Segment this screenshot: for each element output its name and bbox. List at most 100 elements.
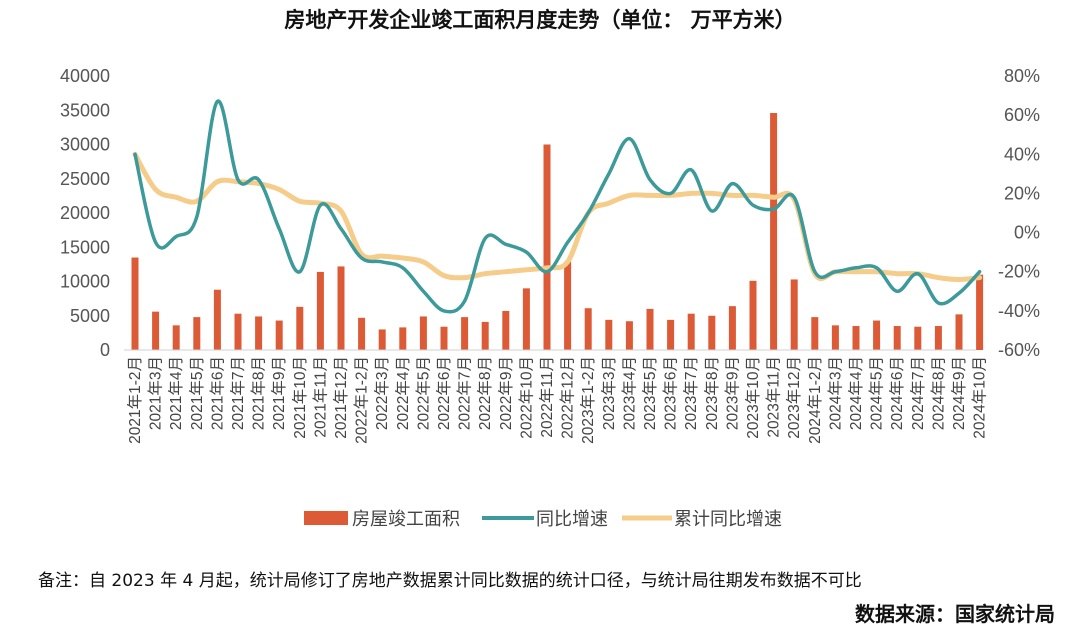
legend-label-area: 房屋竣工面积 <box>352 509 460 530</box>
y-right-tick-label: -40% <box>998 301 1040 321</box>
x-tick-label: 2021年12月 <box>332 356 350 439</box>
bar-completed-area <box>378 329 386 350</box>
x-tick-label: 2024年7月 <box>909 356 927 430</box>
x-tick-label: 2023年10月 <box>744 356 762 439</box>
x-tick-label: 2023年5月 <box>641 356 659 430</box>
y-left-tick-label: 35000 <box>60 100 110 120</box>
y-right-tick-label: -20% <box>998 262 1040 282</box>
bar-completed-area <box>976 274 984 350</box>
x-tick-label: 2024年9月 <box>950 356 968 430</box>
bar-completed-area <box>914 326 922 350</box>
y-left-tick-label: 5000 <box>70 306 110 326</box>
y-right-tick-label: 40% <box>1004 144 1040 164</box>
y-left-tick-label: 15000 <box>60 237 110 257</box>
x-tick-label: 2024年4月 <box>847 356 865 430</box>
bar-completed-area <box>131 257 139 350</box>
y-right-tick-label: 0% <box>1014 223 1040 243</box>
bar-completed-area <box>481 321 489 350</box>
x-tick-label: 2024年1-2月 <box>806 356 824 444</box>
bar-completed-area <box>893 326 901 350</box>
bar-completed-area <box>172 325 180 350</box>
x-tick-label: 2024年5月 <box>868 356 886 430</box>
x-tick-label: 2022年8月 <box>476 356 494 430</box>
bar-completed-area <box>213 289 221 350</box>
bar-completed-area <box>440 326 448 350</box>
bar-completed-area <box>358 317 366 350</box>
bar-completed-area <box>522 288 530 350</box>
bar-completed-area <box>667 319 675 350</box>
bar-completed-area <box>152 311 160 350</box>
bar-completed-area <box>625 321 633 350</box>
x-tick-label: 2022年6月 <box>435 356 453 430</box>
x-tick-label: 2021年3月 <box>147 356 165 430</box>
bar-series <box>131 112 984 351</box>
x-tick-label: 2021年7月 <box>229 356 247 430</box>
bar-completed-area <box>564 261 572 350</box>
bar-completed-area <box>234 313 242 350</box>
x-tick-label: 2024年10月 <box>971 356 989 439</box>
bar-completed-area <box>275 320 283 350</box>
x-tick-label: 2023年12月 <box>785 356 803 439</box>
y-left-tick-label: 0 <box>100 340 110 360</box>
bar-completed-area <box>296 306 304 350</box>
bar-completed-area <box>461 317 469 350</box>
x-tick-label: 2022年12月 <box>559 356 577 439</box>
y-axis-left: 40000 35000 30000 25000 20000 15000 10000 5000 0 <box>60 66 110 360</box>
bar-completed-area <box>399 327 407 350</box>
y-left-tick-label: 40000 <box>60 66 110 86</box>
bar-completed-area <box>419 316 427 350</box>
line-series <box>132 99 983 314</box>
bar-completed-area <box>193 317 201 350</box>
bar-completed-area <box>337 266 345 350</box>
x-tick-label: 2024年6月 <box>888 356 906 430</box>
x-axis: 2021年1-2月 2021年3月 2021年4月 2021年5月 2021年6月 202… <box>124 349 989 444</box>
x-tick-label: 2023年8月 <box>703 356 721 430</box>
bar-completed-area <box>873 320 881 350</box>
x-tick-label: 2021年6月 <box>208 356 226 430</box>
x-tick-label: 2021年5月 <box>188 356 206 430</box>
x-tick-label: 2022年9月 <box>497 356 515 430</box>
legend-label-yoy: 同比增速 <box>536 509 608 530</box>
bar-completed-area <box>831 325 839 350</box>
bar-completed-area <box>646 308 654 350</box>
x-tick-label: 2023年3月 <box>600 356 618 430</box>
y-left-tick-label: 20000 <box>60 203 110 223</box>
bar-completed-area <box>255 316 263 350</box>
bar-completed-area <box>502 310 510 350</box>
y-right-tick-label: 60% <box>1004 105 1040 125</box>
x-tick-label: 2024年8月 <box>929 356 947 430</box>
y-right-tick-label: 80% <box>1004 66 1040 86</box>
bar-completed-area <box>605 319 613 350</box>
x-tick-label: 2022年4月 <box>394 356 412 430</box>
x-tick-label: 2023年11月 <box>765 356 783 438</box>
x-tick-label: 2022年1-2月 <box>353 356 371 444</box>
line-yoy-growth <box>133 99 982 314</box>
x-tick-label: 2022年10月 <box>517 356 535 439</box>
x-tick-label: 2022年7月 <box>456 356 474 430</box>
x-tick-label: 2024年3月 <box>826 356 844 430</box>
x-tick-label: 2021年8月 <box>250 356 268 430</box>
legend-label-cum: 累计同比增速 <box>674 509 782 530</box>
x-tick-label: 2021年10月 <box>291 356 309 439</box>
bar-completed-area <box>955 314 963 350</box>
bar-completed-area <box>543 144 551 350</box>
y-axis-right: 80% 60% 40% 20% 0% -20% -40% -60% <box>998 66 1040 360</box>
bar-completed-area <box>852 326 860 350</box>
bar-completed-area <box>584 308 592 350</box>
chart-title: 房地产开发企业竣工面积月度走势（单位： 万平方米） <box>284 8 795 32</box>
x-tick-label: 2023年9月 <box>723 356 741 430</box>
x-tick-label: 2023年4月 <box>620 356 638 430</box>
bar-completed-area <box>708 315 716 350</box>
bar-completed-area <box>749 280 757 350</box>
bar-completed-area <box>316 271 324 350</box>
y-left-tick-label: 25000 <box>60 169 110 189</box>
legend: 房屋竣工面积 同比增速 累计同比增速 <box>304 509 782 530</box>
bar-completed-area <box>770 112 778 351</box>
footnote: 备注：自 2023 年 4 月起，统计局修订了房地产数据累计同比数据的统计口径，… <box>38 571 862 591</box>
y-left-tick-label: 30000 <box>60 135 110 155</box>
y-right-tick-label: -60% <box>998 340 1040 360</box>
x-tick-label: 2023年7月 <box>682 356 700 430</box>
x-tick-label: 2022年3月 <box>373 356 391 430</box>
bar-completed-area <box>728 306 736 350</box>
